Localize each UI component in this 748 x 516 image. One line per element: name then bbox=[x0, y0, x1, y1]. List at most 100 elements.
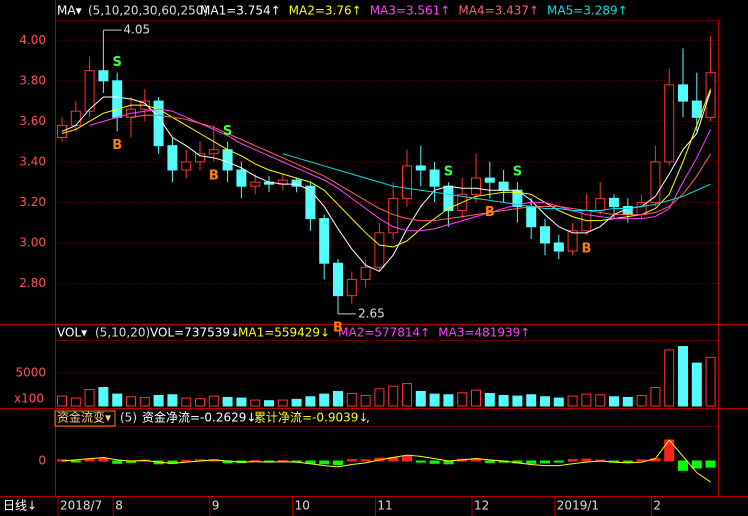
bar bbox=[636, 394, 647, 407]
indicator-box[interactable] bbox=[54, 410, 116, 427]
y-tick-label: 3.00 bbox=[19, 235, 46, 249]
bar bbox=[112, 460, 123, 464]
bar bbox=[581, 393, 592, 407]
params: (5,10,20,30,60,250) bbox=[88, 4, 208, 18]
candle-body bbox=[291, 179, 302, 187]
bar bbox=[305, 396, 316, 407]
bar bbox=[705, 356, 716, 407]
bar bbox=[553, 460, 564, 463]
bar bbox=[346, 392, 357, 407]
bar bbox=[622, 460, 633, 463]
bar bbox=[567, 395, 578, 407]
ma-line bbox=[130, 114, 712, 222]
bar bbox=[333, 390, 343, 407]
bar bbox=[622, 396, 633, 407]
y-tick-label: 3.60 bbox=[19, 114, 46, 128]
bar bbox=[636, 459, 647, 462]
signal: B bbox=[485, 205, 495, 220]
signal: B bbox=[209, 168, 219, 183]
candle-body bbox=[84, 70, 95, 112]
bar bbox=[540, 396, 550, 407]
candle-body bbox=[498, 181, 509, 191]
bar bbox=[236, 397, 247, 407]
candle-body bbox=[553, 242, 564, 252]
legend-item: MA3=3.561↑ bbox=[370, 4, 451, 18]
y-tick-label: 3.40 bbox=[19, 154, 46, 168]
bar bbox=[139, 396, 150, 407]
candle-body bbox=[429, 169, 440, 187]
legend-item: 累计净流=-0.9039↓ bbox=[254, 411, 368, 425]
bar bbox=[291, 398, 302, 407]
bar bbox=[540, 460, 550, 464]
candle-body bbox=[70, 110, 81, 126]
y-tick-label: 5000 bbox=[15, 366, 46, 380]
params: (5) bbox=[120, 411, 137, 425]
ma-line bbox=[61, 90, 712, 272]
x-tick-label: 2018/7 bbox=[60, 499, 102, 513]
candle-body bbox=[208, 149, 219, 155]
bar bbox=[98, 457, 109, 462]
flow-line bbox=[61, 439, 711, 483]
x-tick-label: 10 bbox=[295, 499, 310, 513]
candle-body bbox=[609, 197, 619, 207]
bar bbox=[181, 459, 192, 462]
candle-body bbox=[333, 262, 343, 297]
y-tick-label: 2.80 bbox=[19, 276, 46, 290]
candle-body bbox=[595, 197, 606, 212]
annotation: 2.65 bbox=[358, 306, 385, 320]
annotation: 4.05 bbox=[123, 23, 150, 37]
signal: B bbox=[333, 320, 343, 335]
bar bbox=[609, 396, 619, 407]
candle-body bbox=[415, 165, 426, 171]
bar bbox=[195, 398, 205, 407]
signal: S bbox=[513, 165, 522, 180]
legend-item: MA5=3.289↑ bbox=[547, 4, 628, 18]
candle-body bbox=[346, 278, 357, 297]
indicator[interactable]: VOL▾ bbox=[57, 326, 87, 340]
ma-line bbox=[61, 88, 712, 248]
bar bbox=[526, 394, 537, 407]
bar bbox=[222, 396, 233, 407]
legend-item: MA2=577814↑ bbox=[338, 326, 430, 340]
period[interactable]: 日线↓ bbox=[3, 499, 37, 513]
bar bbox=[181, 397, 192, 407]
indicator[interactable]: MA▾ bbox=[57, 4, 82, 18]
candle-body bbox=[360, 266, 371, 280]
bar bbox=[264, 400, 274, 407]
bar bbox=[98, 387, 109, 407]
bar bbox=[346, 459, 357, 462]
indicator[interactable]: 资金流变▾ bbox=[57, 410, 111, 425]
bar bbox=[70, 397, 81, 407]
candle-body bbox=[678, 84, 688, 102]
signal: S bbox=[113, 55, 122, 70]
bar bbox=[167, 394, 178, 407]
candle-body bbox=[650, 161, 661, 203]
y-tick-label: 4.00 bbox=[19, 33, 46, 47]
signal: S bbox=[444, 165, 453, 180]
candle-body bbox=[250, 181, 261, 187]
bar bbox=[471, 389, 481, 407]
bar bbox=[319, 393, 330, 407]
candle-body bbox=[484, 177, 495, 183]
candle-body bbox=[222, 149, 233, 171]
legend-item: MA3=481939↑ bbox=[438, 326, 530, 340]
candle-body bbox=[195, 153, 205, 163]
bar bbox=[705, 460, 716, 468]
bar bbox=[360, 459, 371, 462]
bar bbox=[581, 458, 592, 462]
bar bbox=[691, 362, 702, 407]
signal: S bbox=[223, 124, 232, 139]
bar bbox=[415, 390, 426, 407]
frame bbox=[0, 0, 748, 497]
candle-body bbox=[236, 169, 247, 187]
y-tick-label: 3.20 bbox=[19, 195, 46, 209]
x-tick-label: 12 bbox=[474, 499, 489, 513]
x-tick-label: 9 bbox=[212, 499, 220, 513]
bar bbox=[57, 395, 67, 407]
bar bbox=[250, 399, 261, 407]
bar bbox=[512, 395, 523, 407]
bar bbox=[457, 392, 468, 407]
